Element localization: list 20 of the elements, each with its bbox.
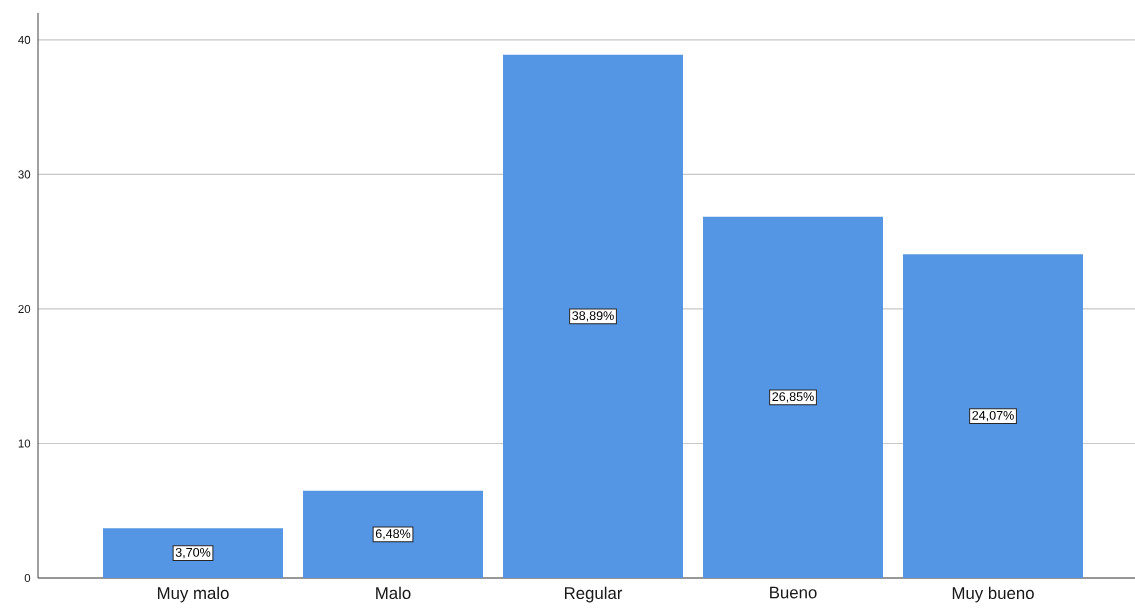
data-label: 24,07% [972,410,1014,422]
data-label: 26,85% [772,392,814,403]
x-tick-label: Malo [376,586,411,600]
x-tick-label: Bueno [770,586,817,599]
bar [703,216,884,578]
x-tick-label: Regular [564,586,623,603]
data-label: 38,89% [572,311,614,322]
y-tick-label: 40 [18,35,31,44]
y-tick-label: 30 [18,170,31,179]
x-tick-label: Muy malo [157,586,229,603]
data-label: 6,48% [375,529,411,540]
y-tick-label: 20 [18,304,31,313]
bar [103,528,284,578]
bar [503,54,684,578]
data-label: 3,70% [175,547,211,559]
bar [303,490,484,578]
bar [903,254,1084,578]
x-tick-label: Muy bueno [952,586,1034,603]
y-tick-label: 10 [18,439,31,448]
y-tick-label: 0 [24,573,31,583]
